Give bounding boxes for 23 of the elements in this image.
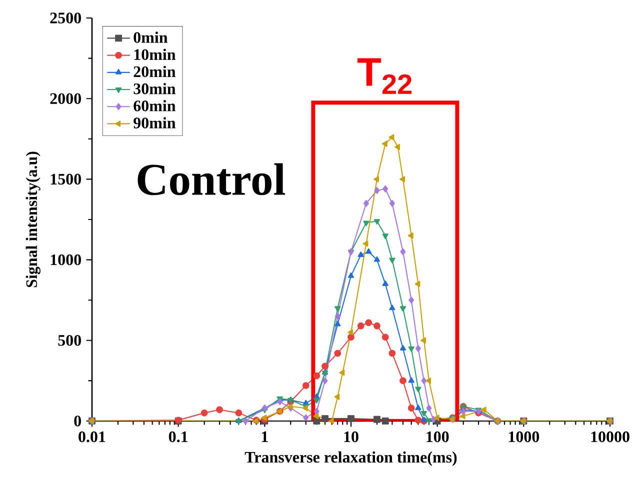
legend-label: 30min — [134, 82, 176, 94]
legend-label: 20min — [134, 66, 176, 78]
x-tick-label: 10 — [344, 431, 358, 442]
x-tick-label: 0.1 — [168, 431, 188, 442]
y-tick-label: 1500 — [50, 174, 81, 185]
y-tick-label: 0 — [74, 416, 81, 426]
y-tick-label: 2500 — [50, 12, 81, 24]
legend-label: 10min — [134, 48, 176, 60]
legend-label: 0min — [134, 32, 168, 43]
x-axis-title: Transverse relaxation time(ms) — [244, 451, 457, 466]
y-tick-label: 1000 — [50, 254, 81, 266]
annotation: Control — [138, 163, 286, 196]
x-tick-label: 1000 — [508, 431, 540, 442]
annotation: T$_{22}$ — [358, 58, 412, 94]
y-tick-label: 500 — [58, 334, 81, 346]
x-tick-label: 100 — [426, 431, 449, 442]
legend-label: 60min — [134, 100, 176, 112]
x-tick-label: 10000 — [591, 431, 630, 442]
legend-label: 90min — [134, 117, 176, 128]
x-tick-label: 0.01 — [78, 431, 106, 442]
y-tick-label: 2000 — [50, 93, 81, 104]
y-axis-title: Signal intensity(a.u) — [26, 152, 40, 288]
x-tick-label: 1 — [262, 431, 268, 442]
